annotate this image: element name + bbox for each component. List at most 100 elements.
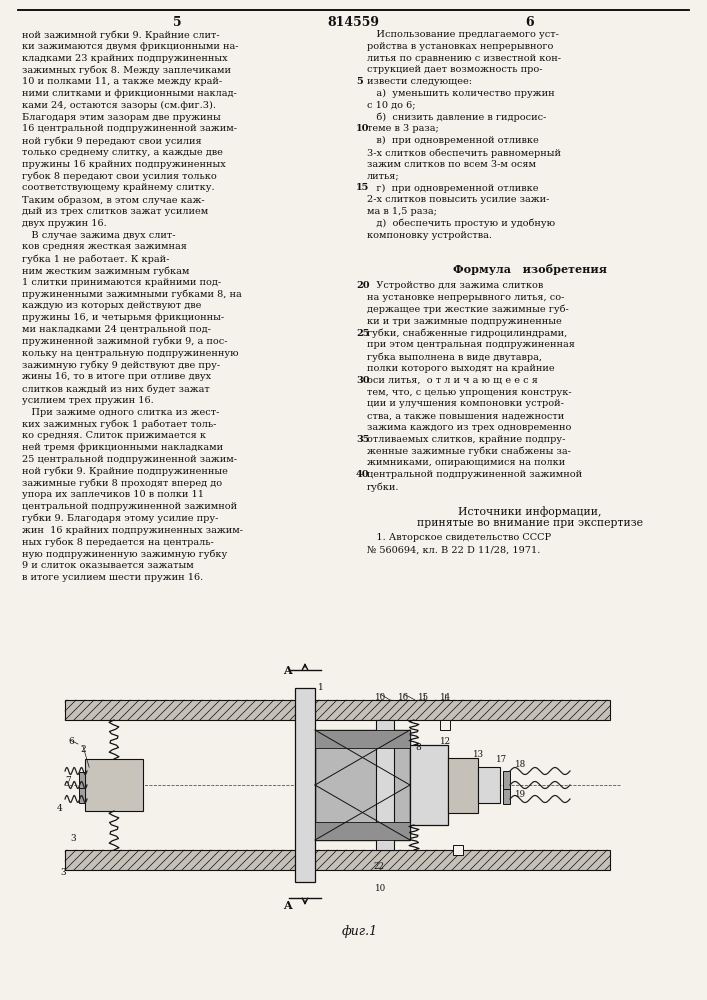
Text: 4: 4 bbox=[57, 804, 63, 813]
Text: в)  при одновременной отливке: в) при одновременной отливке bbox=[367, 136, 539, 145]
Bar bbox=[503, 771, 510, 789]
Text: д)  обеспечить простую и удобную: д) обеспечить простую и удобную bbox=[367, 219, 555, 228]
Text: 10 и полками 11, а также между край-: 10 и полками 11, а также между край- bbox=[22, 77, 222, 86]
Bar bbox=[79, 787, 85, 803]
Text: A: A bbox=[283, 900, 291, 911]
Text: дый из трех слитков зажат усилием: дый из трех слитков зажат усилием bbox=[22, 207, 209, 216]
Text: 1 слитки принимаются крайними под-: 1 слитки принимаются крайними под- bbox=[22, 278, 221, 287]
Text: ства, а также повышения надежности: ства, а также повышения надежности bbox=[367, 411, 564, 420]
Text: соответствующему крайнему слитку.: соответствующему крайнему слитку. bbox=[22, 183, 215, 192]
Text: 3: 3 bbox=[60, 868, 66, 877]
Text: 814559: 814559 bbox=[327, 16, 379, 29]
Bar bbox=[478, 767, 500, 803]
Text: 22: 22 bbox=[373, 862, 384, 871]
Text: б)  снизить давление в гидросис-: б) снизить давление в гидросис- bbox=[367, 113, 547, 122]
Text: на установке непрерывного литья, со-: на установке непрерывного литья, со- bbox=[367, 293, 564, 302]
Bar bbox=[376, 720, 394, 850]
Text: фиг.1: фиг.1 bbox=[342, 925, 378, 938]
Text: ких зажимных губок 1 работает толь-: ких зажимных губок 1 работает толь- bbox=[22, 419, 216, 429]
Text: центральной подпружиненной зажимной: центральной подпружиненной зажимной bbox=[22, 502, 237, 511]
Text: A: A bbox=[283, 665, 291, 676]
Text: 35: 35 bbox=[356, 435, 370, 444]
Text: ной губки 9 передают свои усилия: ной губки 9 передают свои усилия bbox=[22, 136, 201, 146]
Text: держащее три жесткие зажимные губ-: держащее три жесткие зажимные губ- bbox=[367, 305, 568, 314]
Text: губки, снабженные гидроцилиндрами,: губки, снабженные гидроцилиндрами, bbox=[367, 329, 567, 338]
Bar bbox=[85, 759, 143, 811]
Text: 14: 14 bbox=[440, 693, 451, 702]
Text: только среднему слитку, а каждые две: только среднему слитку, а каждые две bbox=[22, 148, 223, 157]
Text: при этом центральная подпружиненная: при этом центральная подпружиненная bbox=[367, 340, 575, 349]
Text: 20: 20 bbox=[356, 281, 370, 290]
Text: зажима каждого из трех одновременно: зажима каждого из трех одновременно bbox=[367, 423, 571, 432]
Text: Использование предлагаемого уст-: Использование предлагаемого уст- bbox=[367, 30, 559, 39]
Text: № 560694, кл. В 22 D 11/28, 1971.: № 560694, кл. В 22 D 11/28, 1971. bbox=[367, 545, 540, 554]
Text: ко средняя. Слиток прижимается к: ко средняя. Слиток прижимается к bbox=[22, 431, 206, 440]
Text: ми накладками 24 центральной под-: ми накладками 24 центральной под- bbox=[22, 325, 211, 334]
Text: При зажиме одного слитка из жест-: При зажиме одного слитка из жест- bbox=[22, 408, 219, 417]
Bar bbox=[315, 822, 410, 840]
Text: губки.: губки. bbox=[367, 482, 399, 491]
Text: ной зажимной губки 9. Крайние слит-: ной зажимной губки 9. Крайние слит- bbox=[22, 30, 220, 39]
Text: 16 центральной подпружиненной зажим-: 16 центральной подпружиненной зажим- bbox=[22, 124, 237, 133]
Bar bbox=[295, 688, 315, 882]
Text: г)  при одновременной отливке: г) при одновременной отливке bbox=[367, 183, 539, 193]
Text: пружиненной зажимной губки 9, а пос-: пружиненной зажимной губки 9, а пос- bbox=[22, 337, 228, 346]
Text: в итоге усилием шести пружин 16.: в итоге усилием шести пружин 16. bbox=[22, 573, 203, 582]
Bar bbox=[65, 700, 610, 720]
Text: женные зажимные губки снабжены за-: женные зажимные губки снабжены за- bbox=[367, 447, 571, 456]
Text: ней тремя фрикционными накладками: ней тремя фрикционными накладками bbox=[22, 443, 223, 452]
Text: губка выполнена в виде двутавра,: губка выполнена в виде двутавра, bbox=[367, 352, 542, 362]
Text: ки зажимаются двумя фрикционными на-: ки зажимаются двумя фрикционными на- bbox=[22, 42, 238, 51]
Text: ним жестким зажимным губкам: ним жестким зажимным губкам bbox=[22, 266, 189, 275]
Text: 2: 2 bbox=[80, 745, 86, 754]
Text: ма в 1,5 раза;: ма в 1,5 раза; bbox=[367, 207, 437, 216]
Text: каждую из которых действуют две: каждую из которых действуют две bbox=[22, 301, 201, 310]
Bar bbox=[453, 845, 463, 855]
Bar bbox=[315, 730, 410, 840]
Text: губки 9. Благодаря этому усилие пру-: губки 9. Благодаря этому усилие пру- bbox=[22, 514, 218, 523]
Bar bbox=[315, 730, 410, 748]
Text: упора их заплечиков 10 в полки 11: упора их заплечиков 10 в полки 11 bbox=[22, 490, 204, 499]
Text: 19: 19 bbox=[515, 790, 526, 799]
Text: литья;: литья; bbox=[367, 172, 399, 181]
Text: Устройство для зажима слитков: Устройство для зажима слитков bbox=[367, 281, 543, 290]
Text: 12: 12 bbox=[440, 737, 451, 746]
Text: струкцией дает возможность про-: струкцией дает возможность про- bbox=[367, 65, 542, 74]
Text: 15: 15 bbox=[418, 693, 429, 702]
Text: пружиненными зажимными губками 8, на: пружиненными зажимными губками 8, на bbox=[22, 290, 242, 299]
Text: 3: 3 bbox=[70, 834, 76, 843]
Text: слитков каждый из них будет зажат: слитков каждый из них будет зажат bbox=[22, 384, 210, 393]
Text: 5: 5 bbox=[173, 16, 181, 29]
Text: ков средняя жесткая зажимная: ков средняя жесткая зажимная bbox=[22, 242, 187, 251]
Text: оси литья,  о т л и ч а ю щ е е с я: оси литья, о т л и ч а ю щ е е с я bbox=[367, 376, 538, 385]
Text: полки которого выходят на крайние: полки которого выходят на крайние bbox=[367, 364, 554, 373]
Text: ной губки 9. Крайние подпружиненные: ной губки 9. Крайние подпружиненные bbox=[22, 467, 228, 476]
Text: 10: 10 bbox=[375, 884, 386, 893]
Text: усилием трех пружин 16.: усилием трех пружин 16. bbox=[22, 396, 153, 405]
Text: ции и улучшения компоновки устрой-: ции и улучшения компоновки устрой- bbox=[367, 399, 564, 408]
Text: 13: 13 bbox=[473, 750, 484, 759]
Text: жимниками, опирающимися на полки: жимниками, опирающимися на полки bbox=[367, 458, 566, 467]
Text: 8: 8 bbox=[415, 743, 421, 752]
Text: зажимные губки 8 проходят вперед до: зажимные губки 8 проходят вперед до bbox=[22, 478, 222, 488]
Bar bbox=[448, 758, 478, 812]
Text: ройства в установках непрерывного: ройства в установках непрерывного bbox=[367, 42, 554, 51]
Text: 15: 15 bbox=[356, 183, 369, 192]
Bar bbox=[65, 850, 610, 870]
Text: отливаемых слитков, крайние подпру-: отливаемых слитков, крайние подпру- bbox=[367, 435, 566, 444]
Text: тем, что, с целью упрощения конструк-: тем, что, с целью упрощения конструк- bbox=[367, 388, 572, 397]
Text: 25 центральной подпружиненной зажим-: 25 центральной подпружиненной зажим- bbox=[22, 455, 237, 464]
Text: кладками 23 крайних подпружиненных: кладками 23 крайних подпружиненных bbox=[22, 54, 228, 63]
Text: а)  уменьшить количество пружин: а) уменьшить количество пружин bbox=[367, 89, 554, 98]
Text: 16: 16 bbox=[398, 693, 409, 702]
Text: 3-х слитков обеспечить равномерный: 3-х слитков обеспечить равномерный bbox=[367, 148, 561, 157]
Text: 1. Авторское свидетельство СССР: 1. Авторское свидетельство СССР bbox=[367, 533, 551, 542]
Text: зажимную губку 9 действуют две пру-: зажимную губку 9 действуют две пру- bbox=[22, 360, 220, 370]
Text: Благодаря этим зазорам две пружины: Благодаря этим зазорам две пружины bbox=[22, 113, 221, 122]
Text: губка 1 не работает. К край-: губка 1 не работает. К край- bbox=[22, 254, 170, 264]
Text: 5: 5 bbox=[356, 77, 363, 86]
Text: губок 8 передают свои усилия только: губок 8 передают свои усилия только bbox=[22, 172, 217, 181]
Text: зажимных губок 8. Между заплечиками: зажимных губок 8. Между заплечиками bbox=[22, 65, 231, 75]
Bar bbox=[440, 720, 450, 730]
Text: ных губок 8 передается на централь-: ных губок 8 передается на централь- bbox=[22, 537, 214, 547]
